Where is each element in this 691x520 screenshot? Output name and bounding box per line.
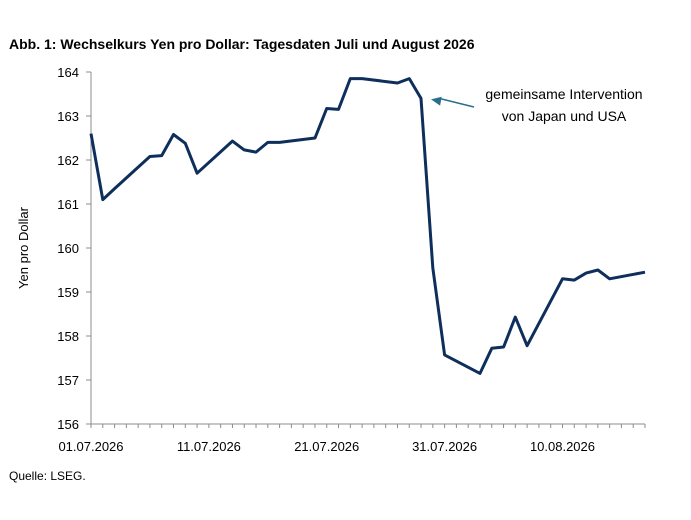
data-point xyxy=(525,344,529,348)
data-point xyxy=(643,270,647,274)
data-point xyxy=(502,345,506,349)
data-point xyxy=(254,150,258,154)
data-point xyxy=(325,107,329,111)
data-point xyxy=(101,198,105,202)
x-tick-label: 21.07.2026 xyxy=(294,439,359,454)
data-point xyxy=(513,315,517,319)
y-tick-label: 156 xyxy=(57,417,79,432)
data-point xyxy=(242,148,246,152)
data-point xyxy=(89,132,93,136)
y-tick-label: 161 xyxy=(57,197,79,212)
x-tick-label: 01.07.2026 xyxy=(58,439,123,454)
data-point xyxy=(195,171,199,175)
data-point xyxy=(431,266,435,270)
data-point xyxy=(278,140,282,144)
annotation-arrow-head xyxy=(431,96,442,106)
y-tick-label: 159 xyxy=(57,285,79,300)
data-point xyxy=(313,136,317,140)
chart-title: Abb. 1: Wechselkurs Yen pro Dollar: Tage… xyxy=(9,36,475,52)
x-tick-label: 31.07.2026 xyxy=(412,439,477,454)
x-tick-label: 10.08.2026 xyxy=(530,439,595,454)
data-point xyxy=(160,154,164,158)
annotation-text: gemeinsame Intervention xyxy=(485,86,642,102)
data-point xyxy=(584,271,588,275)
data-point xyxy=(596,268,600,272)
data-point xyxy=(478,371,482,375)
data-point xyxy=(337,107,341,111)
y-axis-label: Yen pro Dollar xyxy=(16,206,31,289)
series-line xyxy=(89,77,646,375)
y-tick-label: 157 xyxy=(57,373,79,388)
data-point xyxy=(266,140,270,144)
source-note: Quelle: LSEG. xyxy=(9,469,86,483)
y-tick-label: 160 xyxy=(57,241,79,256)
data-point xyxy=(172,132,176,136)
data-point xyxy=(572,278,576,282)
data-point xyxy=(183,141,187,145)
data-point xyxy=(490,346,494,350)
y-tick-label: 158 xyxy=(57,329,79,344)
annotation: gemeinsame Intervention von Japan und USA xyxy=(431,86,643,124)
y-tick-label: 164 xyxy=(57,65,79,80)
y-axis: 156 157 158 159 160 161 162 163 164 xyxy=(57,65,92,432)
data-point xyxy=(360,77,364,81)
y-tick-label: 163 xyxy=(57,109,79,124)
x-axis: 01.07.2026 11.07.2026 21.07.2026 31.07.2026… xyxy=(58,423,646,454)
x-tick-label: 11.07.2026 xyxy=(177,439,241,454)
data-point xyxy=(148,154,152,158)
y-tick-label: 162 xyxy=(57,153,79,168)
annotation-arrow-line xyxy=(438,97,475,108)
data-point xyxy=(113,187,117,191)
data-point xyxy=(395,81,399,85)
data-point xyxy=(407,77,411,81)
data-point xyxy=(348,77,352,81)
data-point xyxy=(419,96,423,100)
data-point xyxy=(608,277,612,281)
annotation-text: von Japan und USA xyxy=(502,108,627,124)
data-point xyxy=(560,277,564,281)
data-point xyxy=(443,353,447,357)
data-point xyxy=(230,139,234,143)
